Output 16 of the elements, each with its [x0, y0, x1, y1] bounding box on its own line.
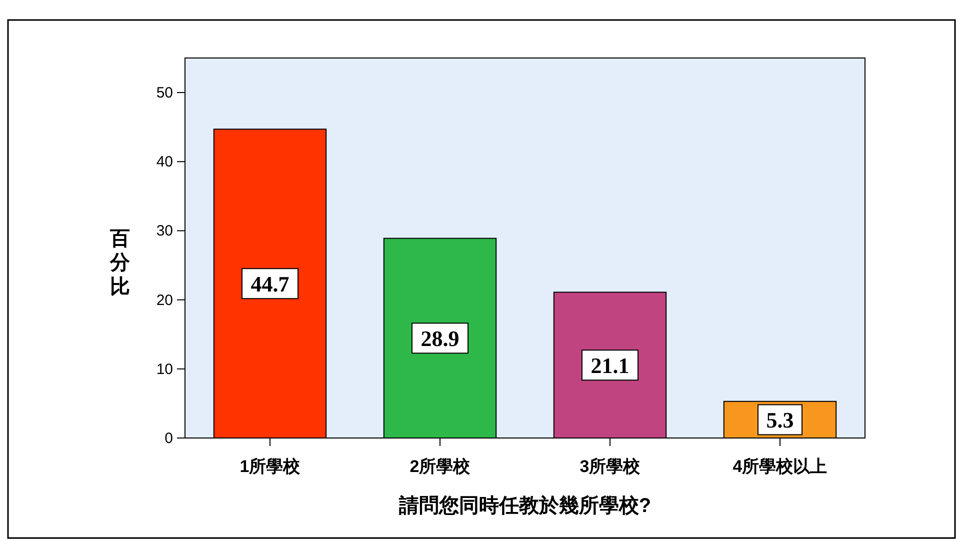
data-label: 21.1: [590, 353, 630, 378]
data-label: 44.7: [250, 272, 290, 297]
y-tick-label: 20: [156, 292, 173, 309]
y-tick-label: 0: [164, 430, 173, 447]
x-axis-title: 請問您同時任教於幾所學校?: [398, 494, 652, 517]
data-label: 5.3: [766, 408, 794, 433]
y-axis-title: 百分比: [109, 228, 131, 298]
y-tick-label: 50: [156, 84, 173, 102]
x-tick-label: 3所學校: [580, 457, 642, 476]
x-tick-label: 1所學校: [240, 457, 302, 476]
x-tick-label: 4所學校以上: [732, 457, 828, 476]
data-label: 28.9: [420, 326, 460, 352]
y-tick-label: 30: [156, 222, 173, 240]
y-tick-label: 40: [156, 154, 173, 171]
y-tick-label: 10: [156, 360, 173, 378]
x-tick-label: 2所學校: [410, 457, 472, 476]
